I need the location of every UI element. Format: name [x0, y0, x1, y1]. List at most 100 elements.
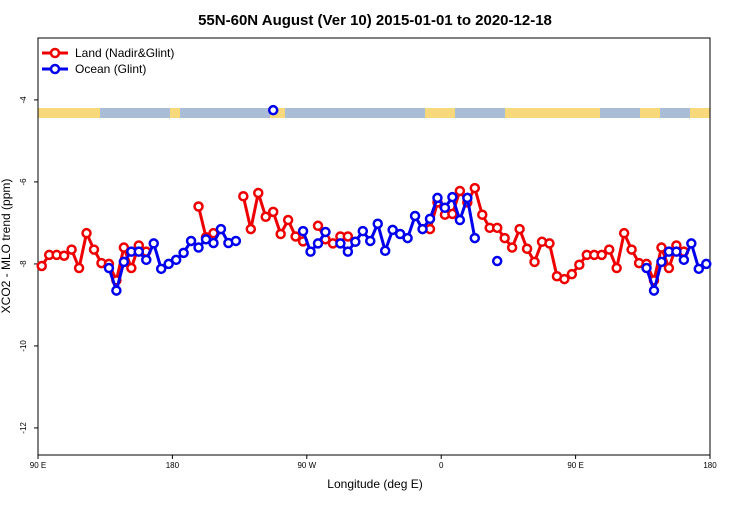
data-point [178, 247, 189, 259]
data-point [73, 262, 85, 274]
data-point [671, 246, 682, 257]
x-tick-label: 180 [166, 461, 180, 470]
data-point [193, 242, 204, 253]
legend-marker [49, 47, 61, 59]
data-point [335, 238, 346, 249]
x-tick-label: 0 [439, 461, 444, 470]
data-point [297, 225, 309, 237]
y-tick-label: -8 [19, 260, 28, 268]
data-point [66, 244, 77, 255]
data-point [81, 227, 92, 239]
x-tick-label: 180 [703, 461, 717, 470]
data-point [693, 263, 705, 275]
data-point [454, 185, 466, 197]
data-point [155, 263, 167, 275]
data-point [491, 222, 503, 234]
data-point [544, 238, 555, 249]
data-point [618, 227, 630, 239]
data-point [290, 231, 301, 242]
data-point [267, 104, 279, 116]
data-point [365, 235, 376, 247]
y-tick-label: -10 [19, 340, 28, 352]
data-point [462, 192, 473, 204]
legend-label: Ocean (Glint) [75, 62, 146, 76]
map-strip [38, 108, 710, 118]
data-point [409, 210, 421, 222]
data-point [529, 256, 540, 268]
data-point [141, 254, 152, 266]
data-point [312, 220, 324, 232]
data-point [342, 231, 354, 242]
data-point [387, 224, 398, 236]
chart-title: 55N-60N August (Ver 10) 2015-01-01 to 20… [198, 12, 552, 29]
data-point [454, 214, 466, 226]
data-point [260, 211, 271, 223]
y-axis-label: XCO2 - MLO trend (ppm) [0, 179, 13, 314]
data-point [170, 254, 182, 266]
data-point [88, 244, 100, 255]
data-point [663, 262, 675, 274]
data-point [148, 238, 159, 249]
data-point [379, 245, 391, 257]
data-point [417, 223, 428, 235]
data-point [372, 218, 383, 229]
data-point [230, 235, 242, 247]
data-point [432, 192, 443, 204]
data-point [253, 187, 264, 199]
data-point [36, 260, 47, 272]
data-point [282, 214, 294, 226]
data-point [118, 242, 130, 253]
data-point [126, 262, 137, 274]
data-point [312, 238, 324, 249]
data-point [447, 208, 458, 220]
legend: Land (Nadir&Glint) Ocean (Glint) [42, 46, 174, 76]
data-point [491, 255, 503, 267]
plot-frame [37, 37, 711, 456]
x-axis-label: Longitude (deg E) [327, 477, 422, 491]
data-point [245, 223, 257, 235]
data-point [103, 262, 115, 274]
data-point [447, 191, 458, 203]
data-point [402, 232, 413, 244]
data-point [357, 225, 369, 237]
legend-label: Land (Nadir&Glint) [75, 46, 174, 60]
data-point [469, 182, 481, 194]
data-point [320, 226, 331, 238]
data-point [521, 243, 533, 255]
data-point [559, 273, 570, 285]
data-point [566, 268, 578, 280]
data-point [267, 206, 279, 218]
data-point [118, 256, 130, 268]
data-point [656, 242, 667, 253]
data-point [185, 235, 197, 247]
data-point [641, 262, 652, 274]
y-tick-label: -6 [19, 178, 28, 186]
x-tick-label: 90 W [297, 461, 316, 470]
data-point [238, 191, 249, 202]
data-point [648, 285, 660, 296]
data-point [133, 246, 145, 257]
data-point [439, 202, 451, 214]
data-point [111, 285, 122, 296]
data-point [514, 223, 525, 235]
data-point [342, 246, 354, 257]
y-tick-label: -4 [19, 96, 28, 104]
data-point [596, 249, 607, 261]
y-tick-label: -12 [19, 422, 28, 434]
data-point [686, 238, 697, 249]
data-point [499, 232, 510, 244]
data-point [350, 236, 361, 248]
data-point [208, 237, 219, 249]
data-point [394, 228, 406, 240]
data-point [626, 244, 637, 255]
data-point [305, 246, 316, 257]
x-tick-label: 90 E [567, 461, 583, 470]
data-point [58, 250, 70, 261]
data-point [574, 259, 585, 270]
legend-marker [49, 63, 61, 75]
x-tick-label: 90 E [30, 461, 46, 470]
data-point [678, 254, 690, 266]
data-point [701, 258, 712, 270]
data-point [656, 256, 667, 268]
